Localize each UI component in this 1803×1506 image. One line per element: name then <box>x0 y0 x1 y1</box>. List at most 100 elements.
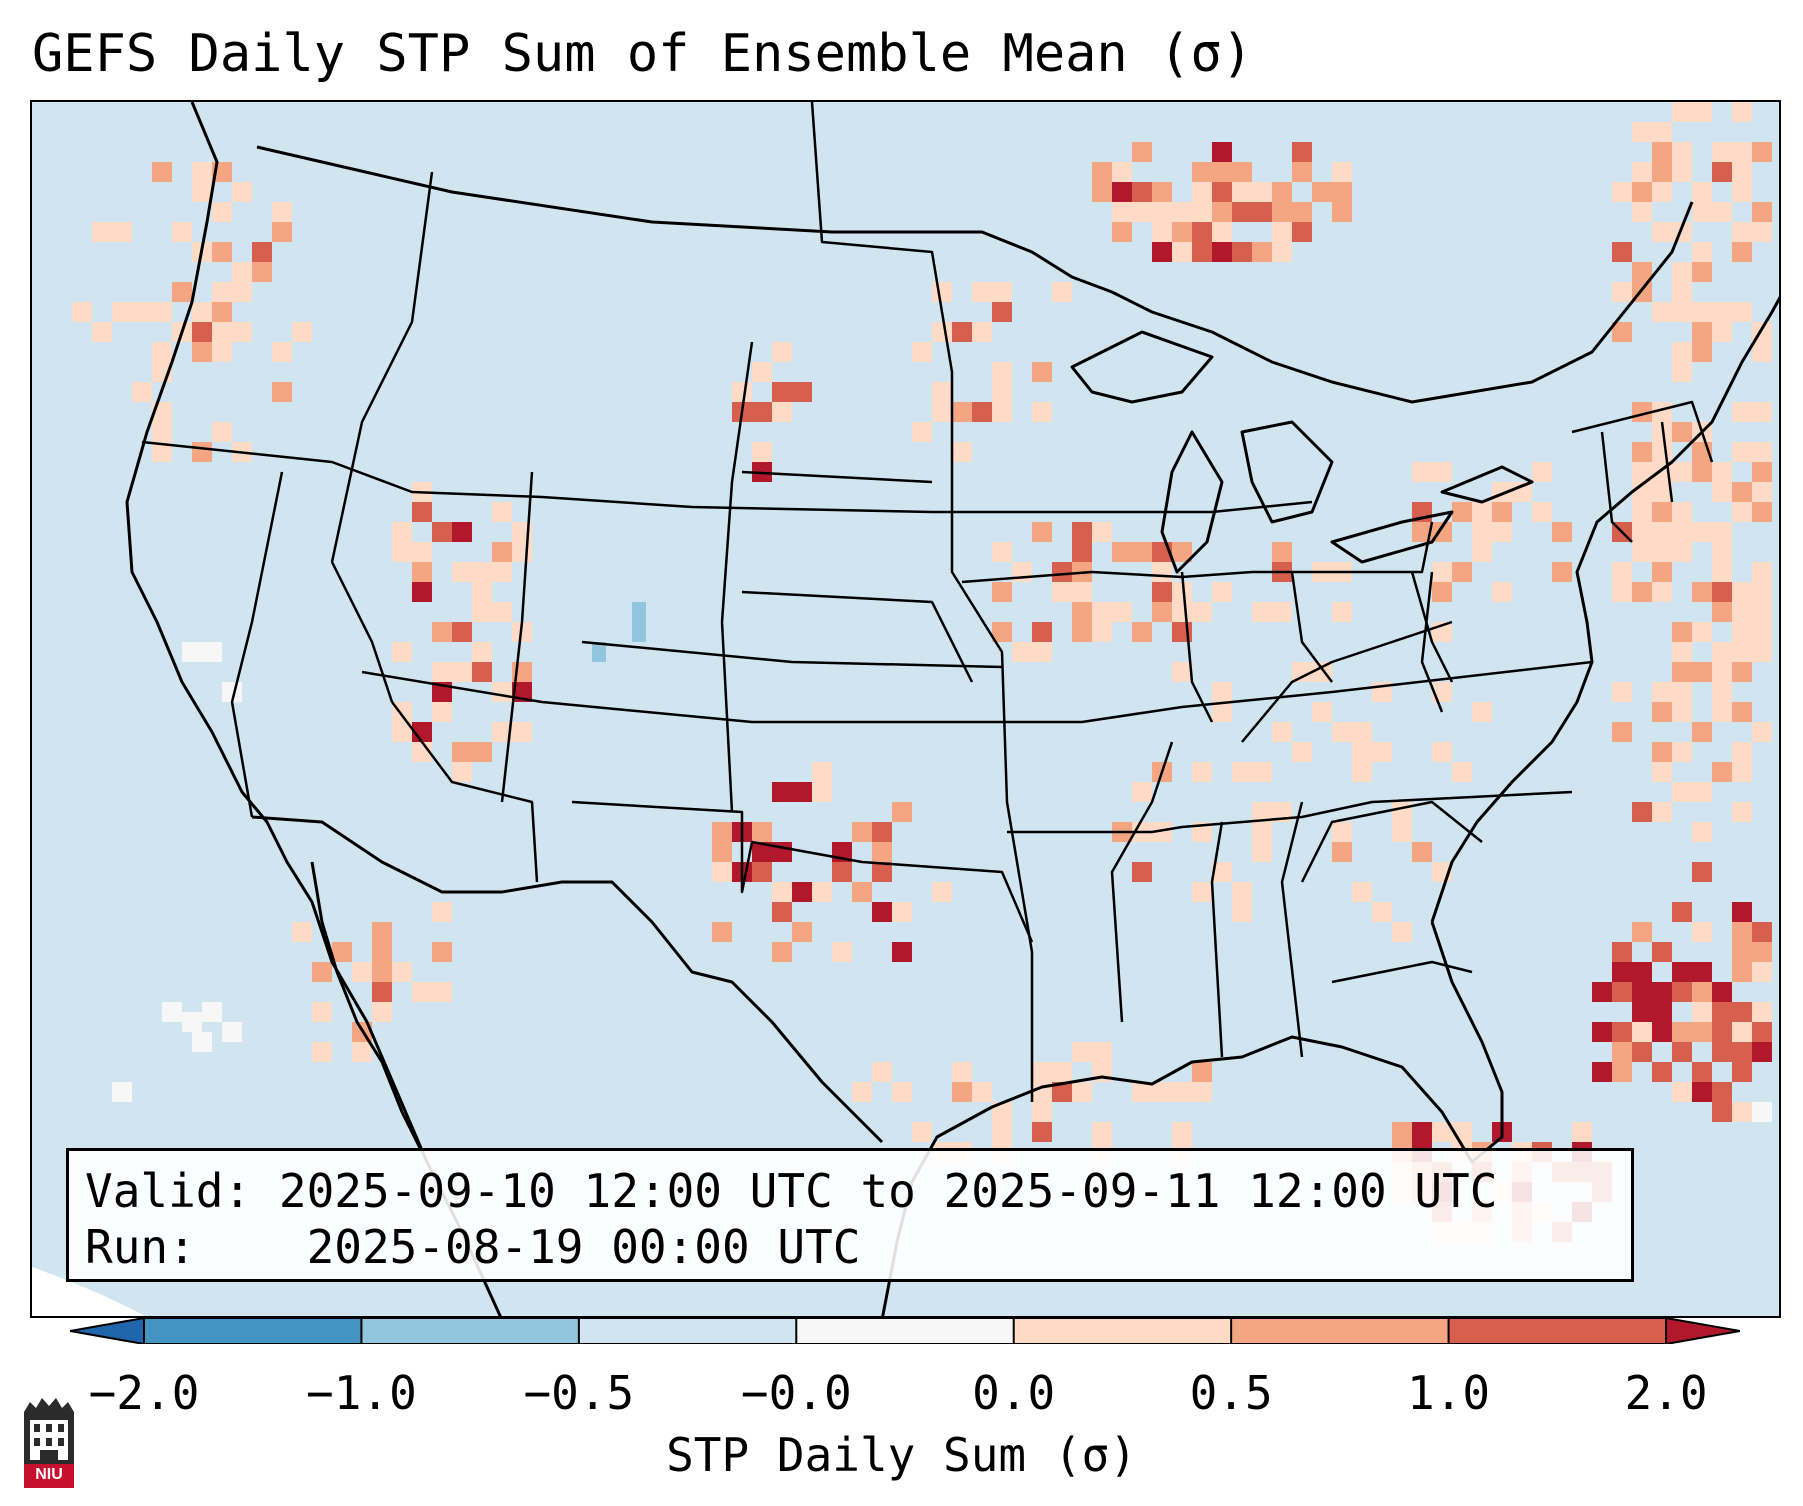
stp-cell <box>1672 542 1692 562</box>
stp-cell <box>712 922 732 942</box>
stp-cell <box>1632 522 1652 542</box>
stp-cell <box>1192 162 1212 182</box>
stp-cell <box>212 202 232 222</box>
stp-cell <box>232 182 252 202</box>
stp-cell <box>372 922 392 942</box>
stp-cell <box>1732 602 1752 622</box>
stp-cell <box>392 722 412 742</box>
stp-cell <box>1632 1042 1652 1062</box>
stp-cell <box>1752 202 1772 222</box>
stp-cell <box>812 762 832 782</box>
stp-cell <box>1652 582 1672 602</box>
stp-cell <box>932 382 952 402</box>
stp-cell <box>312 1042 332 1062</box>
stp-cell <box>1112 542 1132 562</box>
gulf-coastline <box>881 921 1504 1316</box>
stp-cell <box>1632 802 1652 822</box>
stp-cell <box>1692 342 1712 362</box>
stp-cell <box>1672 262 1692 282</box>
stp-cell <box>1292 742 1312 762</box>
stp-cell <box>272 342 292 362</box>
validity-info-box: Valid: 2025-09-10 12:00 UTC to 2025-09-1… <box>66 1148 1634 1282</box>
stp-cell <box>492 502 512 522</box>
stp-cell <box>1632 982 1652 1002</box>
stp-cell <box>132 302 152 322</box>
stp-cell <box>1652 542 1672 562</box>
stp-cell <box>1292 222 1312 242</box>
stp-cell <box>372 962 392 982</box>
stp-cell <box>852 822 872 842</box>
stp-cell <box>1032 1122 1052 1142</box>
stp-cell <box>1652 502 1672 522</box>
stp-cell <box>1612 562 1632 582</box>
stp-cell <box>192 322 212 342</box>
stp-cell <box>1712 142 1732 162</box>
stp-cell <box>1152 582 1172 602</box>
stp-cell <box>222 1022 242 1042</box>
stp-cell <box>1212 142 1232 162</box>
stp-cell <box>1612 1022 1632 1042</box>
stp-cell <box>832 942 852 962</box>
stp-cell <box>1752 222 1772 242</box>
stp-cell <box>1612 582 1632 602</box>
stp-cell <box>1172 1122 1192 1142</box>
stp-cell <box>1612 682 1632 702</box>
stp-cell <box>412 982 432 1002</box>
colorbar-segment <box>578 1318 797 1344</box>
stp-cell <box>1652 762 1672 782</box>
stp-cell <box>1632 442 1652 462</box>
stp-cell <box>772 782 792 802</box>
stp-cell <box>1632 1022 1652 1042</box>
stp-cell <box>1272 202 1292 222</box>
stp-cell <box>1492 502 1512 522</box>
stp-cell <box>1732 582 1752 602</box>
stp-cell <box>1052 1082 1072 1102</box>
stp-cell <box>1712 322 1732 342</box>
stp-cell <box>1392 1122 1412 1142</box>
stp-cell <box>872 842 892 862</box>
stp-cell <box>132 382 152 402</box>
stp-cell <box>1192 182 1212 202</box>
stp-cell <box>412 582 432 602</box>
stp-cell <box>872 822 892 842</box>
stp-cell <box>1332 162 1352 182</box>
stp-cell <box>1232 902 1252 922</box>
stp-cell <box>1692 962 1712 982</box>
stp-cell <box>1632 582 1652 602</box>
stp-cell <box>1092 622 1112 642</box>
stp-cell <box>1032 1062 1052 1082</box>
stp-cell <box>772 342 792 362</box>
stp-cell <box>1532 462 1552 482</box>
stp-cell <box>1232 202 1252 222</box>
canada-border <box>256 145 1694 404</box>
stp-cell <box>202 1002 222 1022</box>
stp-cell <box>1692 782 1712 802</box>
stp-cell <box>632 602 646 622</box>
stp-cell <box>1212 242 1232 262</box>
stp-cell <box>1372 902 1392 922</box>
stp-cell <box>1752 642 1772 662</box>
stp-cell <box>1252 802 1272 822</box>
stp-cell <box>1712 1002 1732 1022</box>
stp-cell <box>1432 462 1452 482</box>
stp-cell <box>1192 1062 1212 1082</box>
stp-cell <box>1112 202 1132 222</box>
stp-cell <box>1732 1042 1752 1062</box>
stp-cell <box>1752 962 1772 982</box>
stp-cell <box>1632 462 1652 482</box>
stp-cell <box>1072 622 1092 642</box>
stp-cell <box>1052 1062 1072 1082</box>
stp-cell <box>1752 442 1772 462</box>
stp-cell <box>1592 982 1612 1002</box>
stp-cell <box>1092 182 1112 202</box>
stp-cell <box>1672 282 1692 302</box>
stp-cell <box>1672 622 1692 642</box>
stp-cell <box>1712 642 1732 662</box>
map-panel[interactable] <box>30 100 1781 1318</box>
stp-cell <box>1492 582 1512 602</box>
stp-cell <box>1452 762 1472 782</box>
stp-cell <box>1432 562 1452 582</box>
stp-cell <box>792 882 812 902</box>
stp-cell <box>1712 762 1732 782</box>
stp-cell <box>1132 542 1152 562</box>
